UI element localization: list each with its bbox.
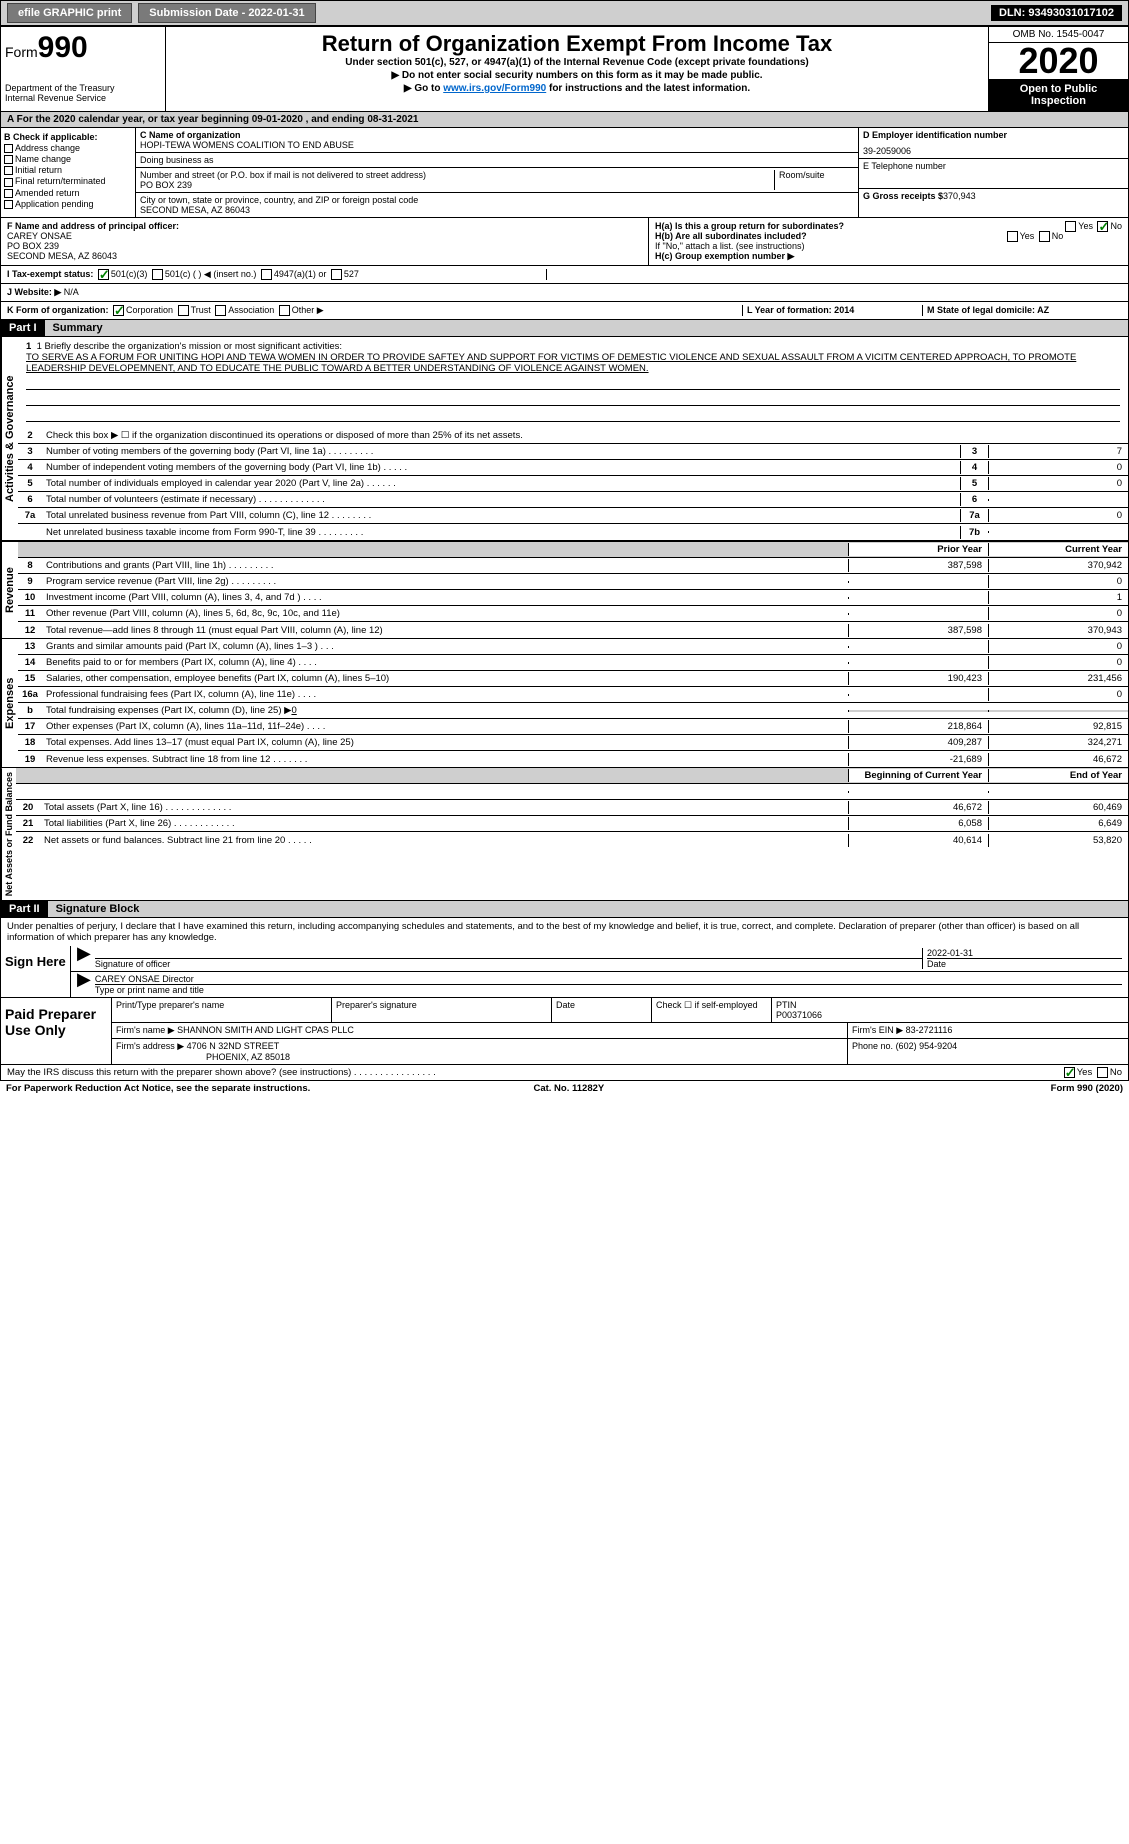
footer: For Paperwork Reduction Act Notice, see …: [0, 1081, 1129, 1096]
phone-label: E Telephone number: [863, 161, 1124, 171]
form-number: 990: [38, 31, 88, 64]
revenue-label: Revenue: [1, 542, 18, 638]
city-label: City or town, state or province, country…: [140, 195, 854, 205]
ptin: P00371066: [776, 1010, 1124, 1020]
perjury-declaration: Under penalties of perjury, I declare th…: [1, 918, 1128, 946]
ssn-warning: ▶ Do not enter social security numbers o…: [170, 70, 984, 81]
submission-date: Submission Date - 2022-01-31: [138, 3, 315, 23]
officer-name-title: CAREY ONSAE Director: [95, 974, 1122, 984]
firm-addr1: 4706 N 32ND STREET: [187, 1041, 280, 1051]
ein-label: D Employer identification number: [863, 130, 1007, 140]
org-name: HOPI-TEWA WOMENS COALITION TO END ABUSE: [140, 140, 854, 150]
cat-no: Cat. No. 11282Y: [533, 1083, 604, 1094]
dba-label: Doing business as: [140, 155, 214, 165]
org-name-label: C Name of organization: [140, 130, 241, 140]
dept-treasury: Department of the Treasury: [5, 83, 161, 93]
dept-irs: Internal Revenue Service: [5, 93, 161, 103]
addr-label: Number and street (or P.O. box if mail i…: [140, 170, 774, 180]
group-exemption-label: H(c) Group exemption number ▶: [655, 251, 794, 261]
mission-label: 1 Briefly describe the organization's mi…: [37, 341, 342, 352]
form-subtitle: Under section 501(c), 527, or 4947(a)(1)…: [170, 57, 984, 68]
part2-header: Part II Signature Block: [0, 901, 1129, 918]
gross-receipts: 370,943: [943, 191, 976, 201]
officer-label: F Name and address of principal officer:: [7, 221, 179, 231]
open-public: Open to Public Inspection: [989, 79, 1128, 111]
entity-block: B Check if applicable: Address change Na…: [0, 128, 1129, 218]
tax-year: 2020: [989, 43, 1128, 79]
form-header: Form990 Department of the Treasury Inter…: [0, 26, 1129, 112]
netassets-section: Net Assets or Fund Balances Beginning of…: [0, 768, 1129, 901]
website-row: J Website: ▶ N/A: [0, 284, 1129, 302]
independent-members: 0: [988, 461, 1128, 474]
tax-exempt-row: I Tax-exempt status: 501(c)(3) 501(c) ( …: [0, 266, 1129, 284]
mission-text: TO SERVE AS A FORUM FOR UNITING HOPI AND…: [26, 352, 1120, 374]
gross-receipts-label: G Gross receipts $: [863, 191, 943, 201]
signature-block: Under penalties of perjury, I declare th…: [0, 918, 1129, 998]
unrelated-revenue: 0: [988, 509, 1128, 522]
officer-addr2: SECOND MESA, AZ 86043: [7, 251, 642, 261]
chk-initial: Initial return: [15, 165, 62, 175]
firm-phone: (602) 954-9204: [896, 1041, 958, 1051]
subordinates-note: If "No," attach a list. (see instruction…: [655, 241, 1122, 251]
chk-address: Address change: [15, 143, 80, 153]
governance-label: Activities & Governance: [1, 337, 18, 540]
firm-ein: 83-2721116: [906, 1025, 953, 1035]
discuss-row: May the IRS discuss this return with the…: [0, 1065, 1129, 1081]
state-domicile: M State of legal domicile: AZ: [927, 305, 1049, 315]
paid-preparer-label: Paid Preparer Use Only: [1, 998, 111, 1064]
website-value: N/A: [64, 287, 79, 298]
efile-label: efile GRAPHIC print: [7, 3, 132, 23]
expenses-label: Expenses: [1, 639, 18, 767]
firm-addr2: PHOENIX, AZ 85018: [206, 1052, 290, 1062]
form-org-row: K Form of organization: Corporation Trus…: [0, 302, 1129, 320]
dln: DLN: 93493031017102: [991, 5, 1122, 21]
preparer-block: Paid Preparer Use Only Print/Type prepar…: [0, 998, 1129, 1065]
chk-final: Final return/terminated: [15, 176, 106, 186]
check-applicable-label: B Check if applicable:: [4, 132, 98, 142]
form-title: Return of Organization Exempt From Incom…: [170, 31, 984, 57]
irs-link[interactable]: www.irs.gov/Form990: [443, 83, 546, 94]
paperwork-notice: For Paperwork Reduction Act Notice, see …: [6, 1083, 310, 1094]
officer-group-block: F Name and address of principal officer:…: [0, 218, 1129, 266]
employees: 0: [988, 477, 1128, 490]
city-state-zip: SECOND MESA, AZ 86043: [140, 205, 854, 215]
officer-addr1: PO BOX 239: [7, 241, 642, 251]
form-prefix: Form: [5, 44, 38, 60]
chk-name: Name change: [15, 154, 71, 164]
chk-pending: Application pending: [15, 199, 94, 209]
revenue-section: Revenue Prior YearCurrent Year 8Contribu…: [0, 541, 1129, 639]
chk-amended: Amended return: [15, 188, 80, 198]
governance-section: Activities & Governance 1 1 Briefly desc…: [0, 337, 1129, 541]
room-label: Room/suite: [774, 170, 854, 190]
group-return-label: H(a) Is this a group return for subordin…: [655, 221, 844, 231]
street-address: PO BOX 239: [140, 180, 774, 190]
sig-date: 2022-01-31: [927, 948, 1122, 958]
netassets-label: Net Assets or Fund Balances: [1, 768, 16, 900]
ein-value: 39-2059006: [863, 146, 1124, 156]
officer-name: CAREY ONSAE: [7, 231, 642, 241]
expenses-section: Expenses 13Grants and similar amounts pa…: [0, 639, 1129, 768]
part1-header: Part I Summary: [0, 320, 1129, 337]
voting-members: 7: [988, 445, 1128, 458]
sign-here-label: Sign Here: [1, 946, 71, 997]
year-formation: L Year of formation: 2014: [747, 305, 854, 315]
tax-year-range: A For the 2020 calendar year, or tax yea…: [0, 112, 1129, 128]
firm-name: SHANNON SMITH AND LIGHT CPAS PLLC: [177, 1025, 354, 1035]
subordinates-label: H(b) Are all subordinates included?: [655, 231, 807, 241]
top-bar: efile GRAPHIC print Submission Date - 20…: [0, 0, 1129, 26]
